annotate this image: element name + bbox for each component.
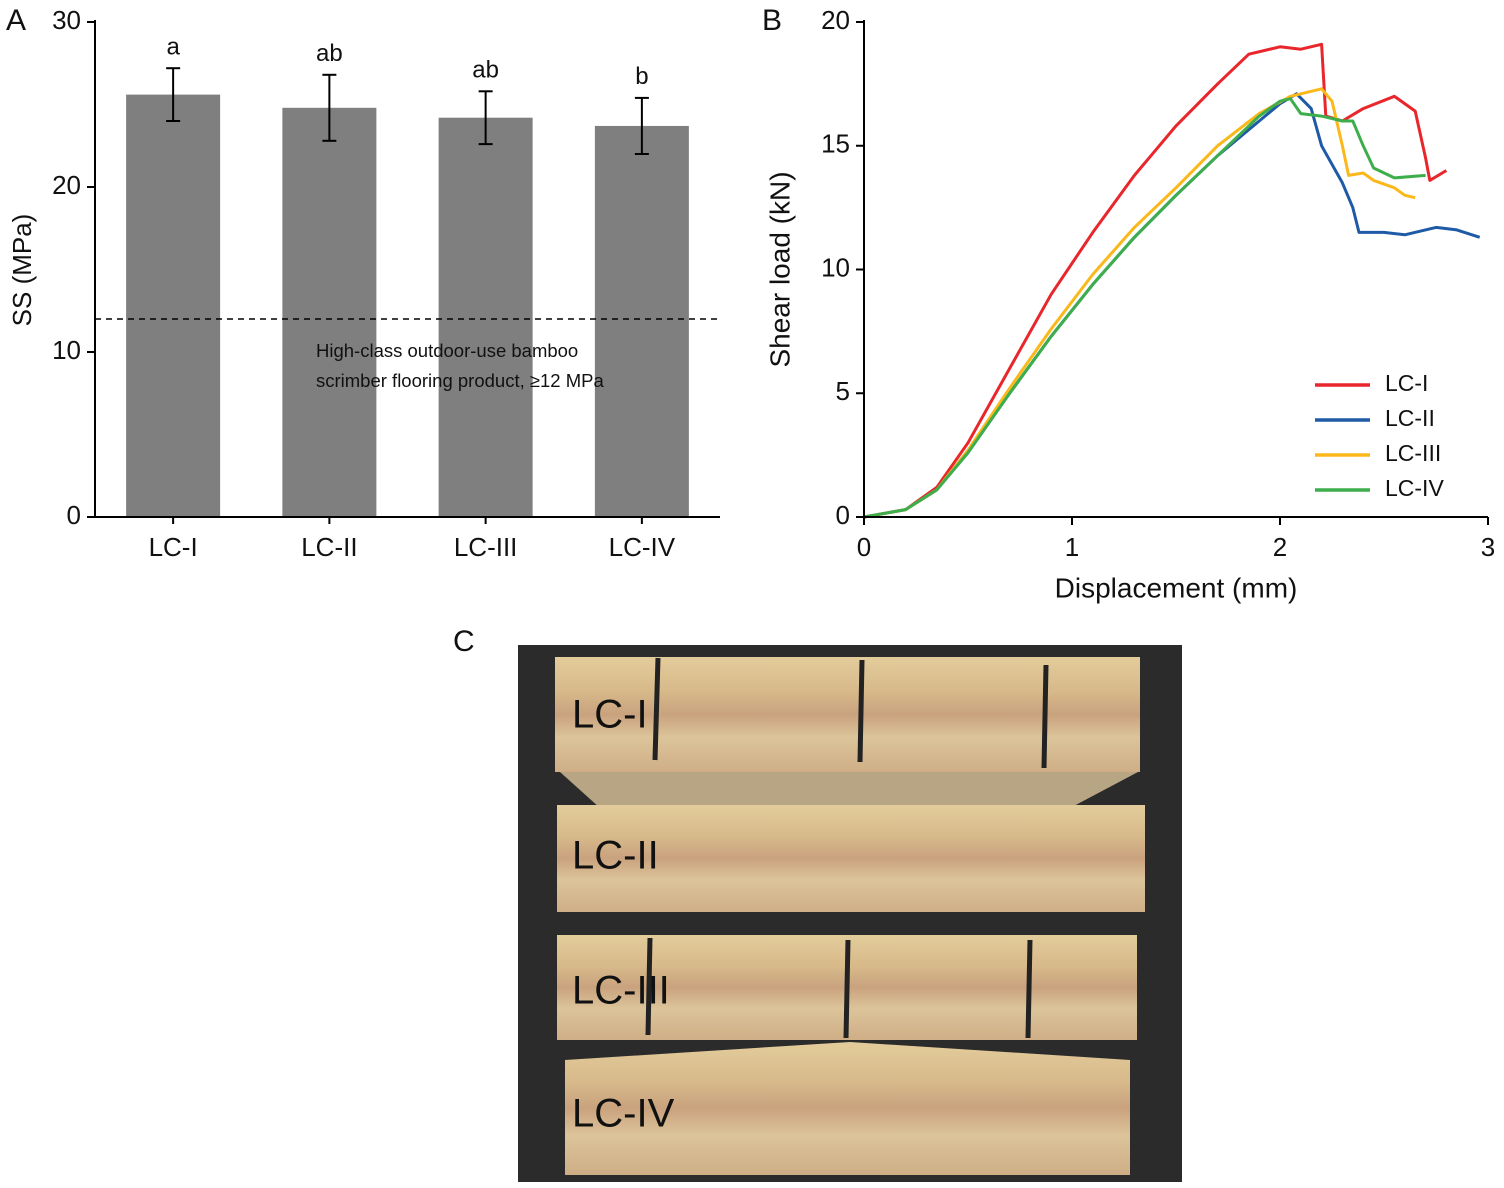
annotation: scrimber flooring product, ≥12 MPa [316, 370, 604, 391]
legend-label: LC-IV [1385, 475, 1444, 501]
specimen-label: LC-IV [572, 1092, 675, 1136]
specimen-label: LC-III [572, 969, 670, 1013]
significance-label: ab [316, 40, 343, 67]
marker-line [843, 939, 851, 1039]
x-tick-label: 3 [1481, 532, 1495, 562]
marker-line [652, 657, 661, 761]
y-tick-label: 10 [52, 335, 81, 365]
x-tick-label: LC-II [301, 532, 357, 562]
marker-line [857, 659, 865, 763]
marker-line [1041, 664, 1049, 769]
legend-label: LC-II [1385, 405, 1435, 431]
y-tick-label: 15 [821, 129, 850, 159]
marker-line [1025, 939, 1033, 1039]
bar [438, 117, 533, 517]
line-series [863, 42, 1448, 519]
x-tick-label: LC-III [454, 532, 518, 562]
x-tick-label: 0 [857, 532, 871, 562]
line-series [863, 97, 1426, 519]
y-tick-label: 0 [67, 500, 81, 530]
y-tick-label: 30 [52, 5, 81, 35]
y-tick-label: 20 [821, 5, 850, 35]
y-tick-label: 0 [836, 500, 850, 530]
significance-label: ab [472, 57, 499, 84]
x-tick-label: 1 [1065, 532, 1079, 562]
legend-label: LC-III [1385, 440, 1441, 466]
x-axis-label: Displacement (mm) [1055, 572, 1298, 603]
x-tick-label: LC-I [149, 532, 198, 562]
specimen-face [560, 772, 1138, 808]
line-series [863, 87, 1416, 519]
x-tick-label: 2 [1273, 532, 1287, 562]
specimen-label: LC-I [572, 693, 648, 737]
y-axis-label: Shear load (kN) [764, 171, 795, 367]
y-axis-label: SS (MPa) [7, 214, 37, 327]
specimen [565, 1042, 1130, 1175]
bar [126, 94, 221, 517]
panel-label: B [762, 4, 782, 37]
x-tick-label: LC-IV [609, 532, 676, 562]
specimen-label: LC-II [572, 834, 659, 878]
photo: C LC-I LC-II LC-III LC-IV [453, 625, 1182, 1182]
bar [594, 125, 689, 517]
legend-label: LC-I [1385, 370, 1428, 396]
panel-label: A [6, 4, 26, 37]
marker-line [645, 937, 653, 1036]
significance-label: b [635, 63, 648, 90]
y-tick-label: 20 [52, 170, 81, 200]
specimen [557, 805, 1145, 912]
y-tick-label: 5 [836, 376, 850, 406]
significance-label: a [166, 34, 180, 61]
y-tick-label: 10 [821, 252, 850, 282]
bar [282, 107, 377, 518]
panel-label: C [453, 625, 475, 658]
annotation: High-class outdoor-use bamboo [316, 340, 578, 361]
